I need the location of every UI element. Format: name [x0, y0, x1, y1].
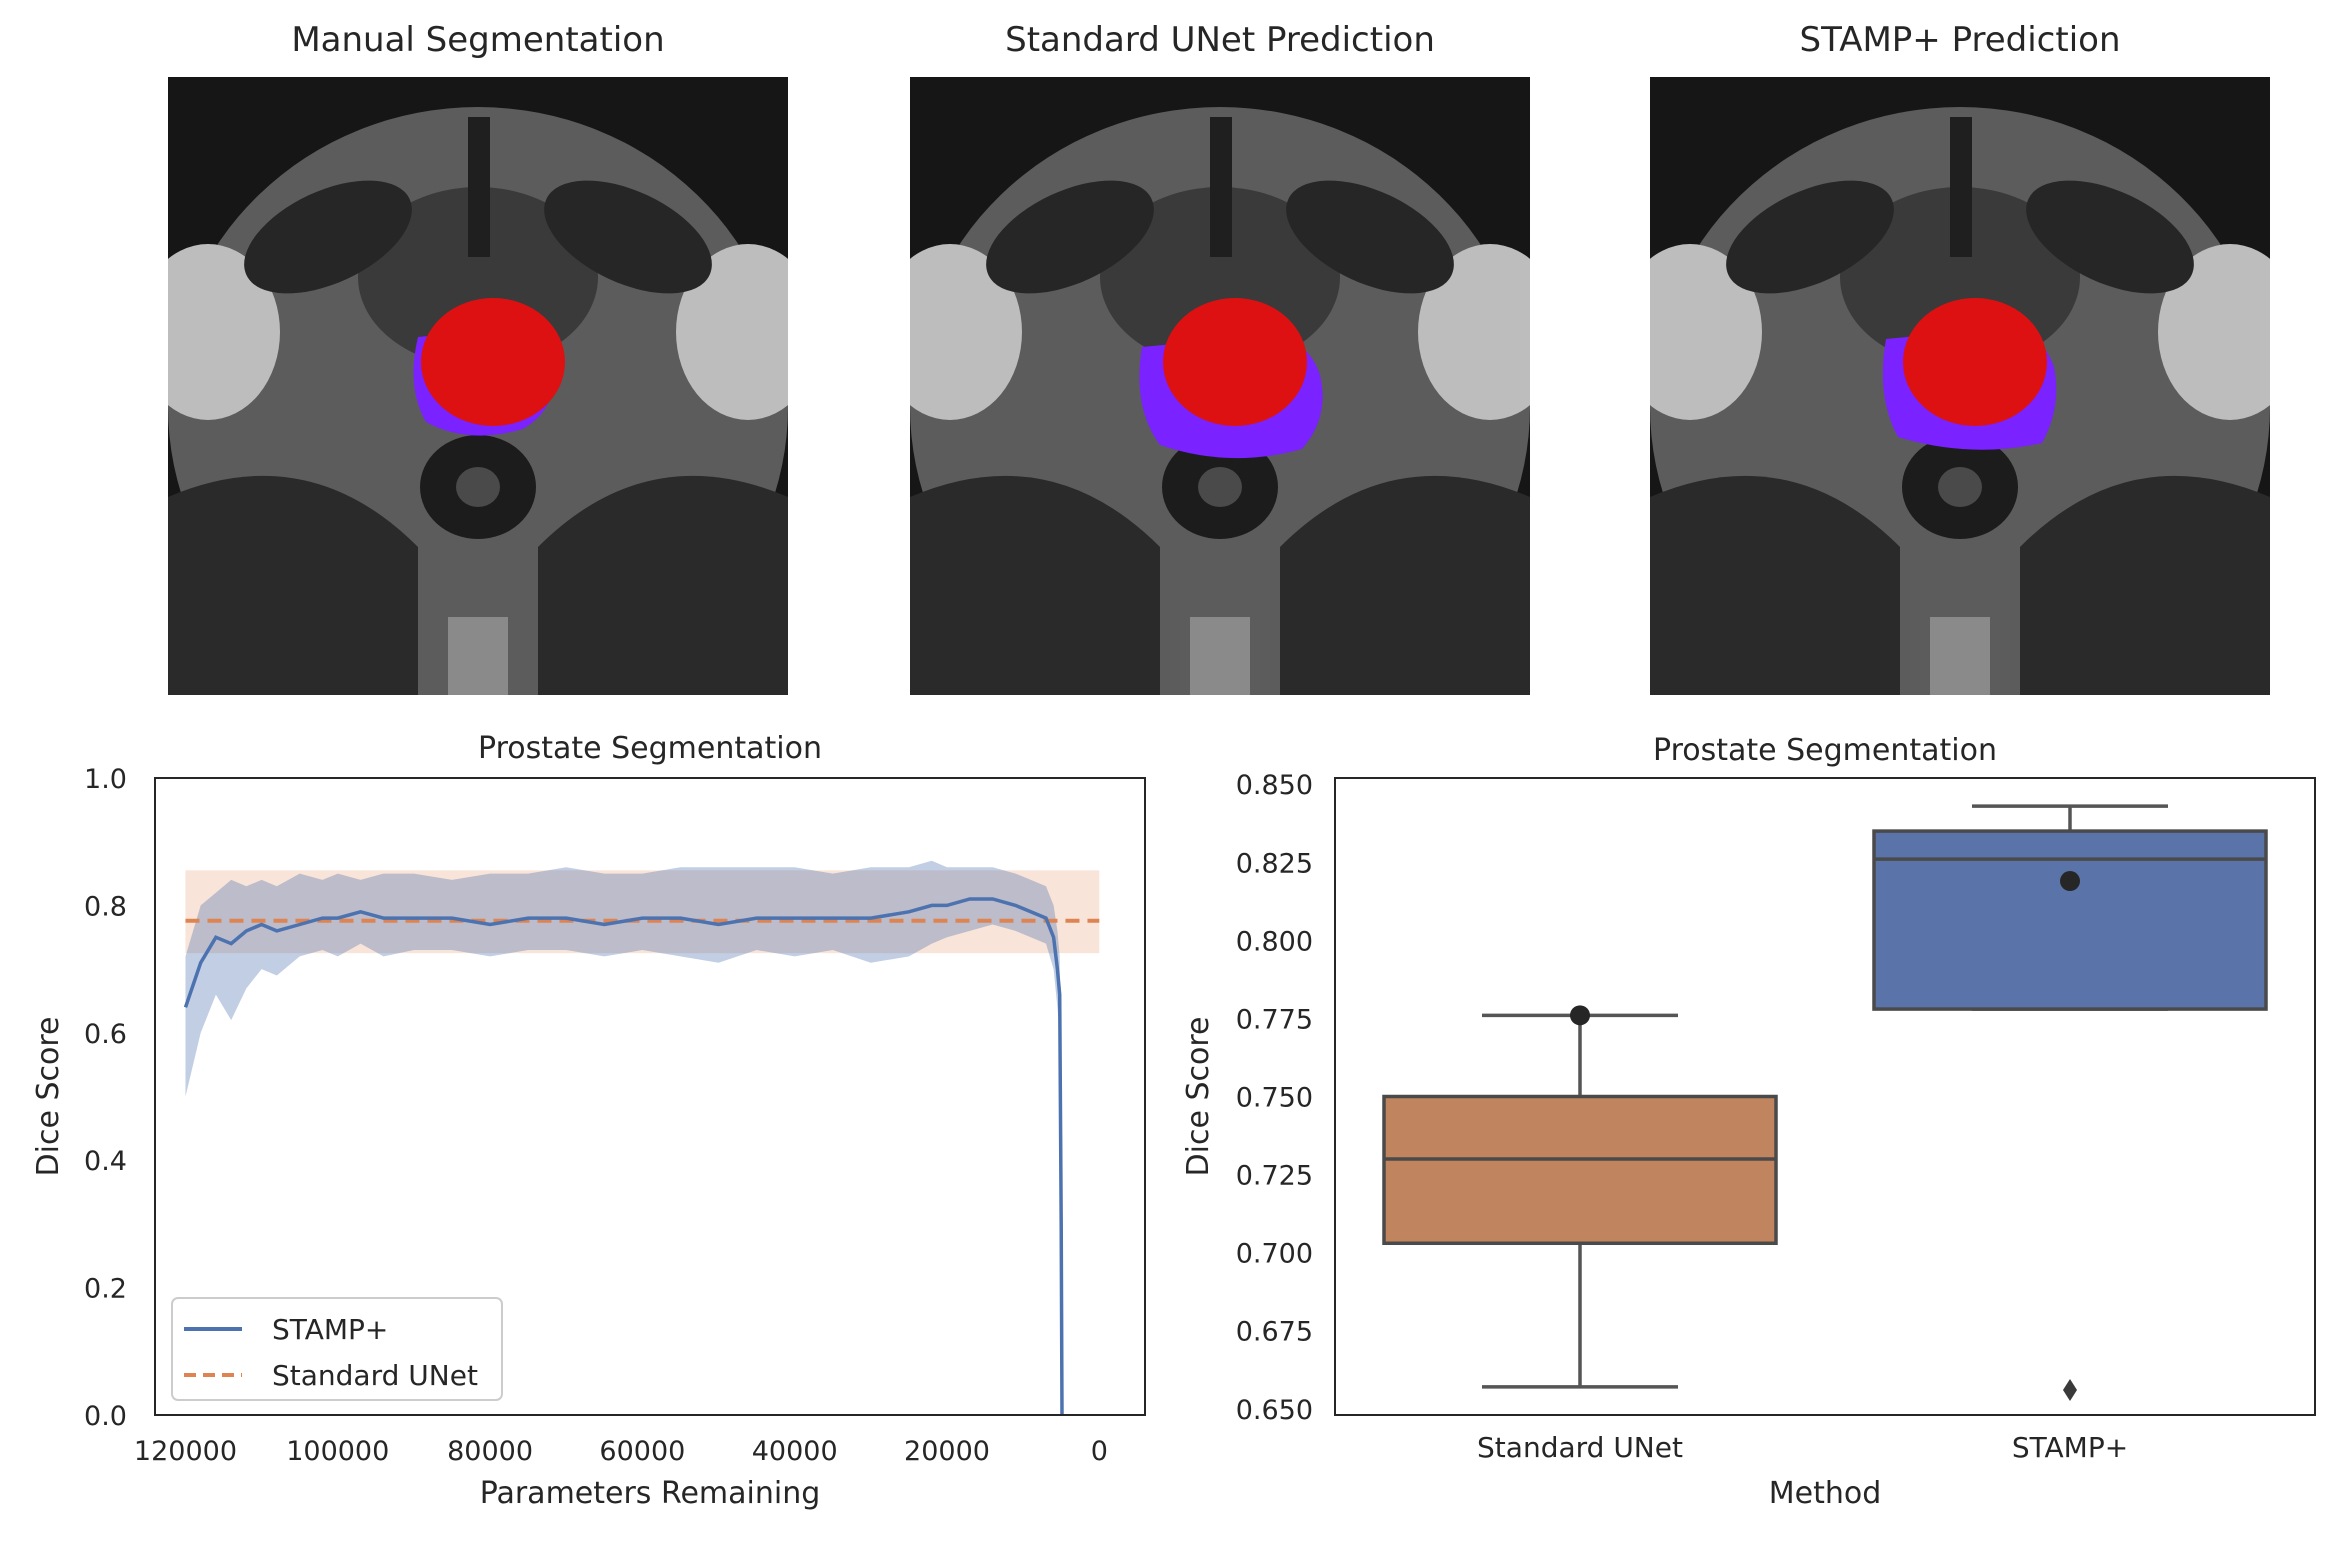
line-chart-ylabel: Dice Score — [31, 1017, 66, 1177]
right-gluteal-muscle — [2020, 475, 2270, 695]
rectum-lumen — [456, 467, 500, 507]
x-tick-label: 40000 — [752, 1436, 838, 1467]
coccyx — [448, 617, 508, 695]
y-tick-label: 0.2 — [84, 1274, 127, 1305]
left-gluteal-muscle — [910, 475, 1160, 695]
stamp-confidence-band — [185, 860, 1062, 1415]
y-tick-label: 1.0 — [84, 764, 127, 795]
coccyx — [1930, 617, 1990, 695]
line-chart-legend — [171, 1297, 503, 1401]
box-chart-ylabel: Dice Score — [1181, 1017, 1216, 1177]
box-chart-title: Prostate Segmentation — [1653, 733, 1997, 768]
right-muscle — [2026, 180, 2194, 294]
x-tick-label: 20000 — [904, 1436, 990, 1467]
x-tick-label: 120000 — [134, 1436, 237, 1467]
box-y-tick-label: 0.650 — [1236, 1395, 1313, 1426]
box-y-tick-label: 0.700 — [1236, 1239, 1313, 1270]
box-y-tick-label: 0.800 — [1236, 926, 1313, 957]
segmentation-prostate-region — [1163, 298, 1307, 426]
y-tick-label: 0.6 — [84, 1019, 127, 1050]
box-mean-marker — [2060, 871, 2080, 892]
mri-panel-title-manual: Manual Segmentation — [291, 20, 665, 60]
segmentation-prostate-region — [421, 298, 565, 426]
box-y-tick-label: 0.750 — [1236, 1083, 1313, 1114]
right-femoral-head — [2158, 244, 2270, 420]
line-chart: Prostate Segmentation 120000 100000 80000 60… — [31, 731, 1146, 1511]
rectum-lumen — [1938, 467, 1982, 507]
mri-panel-title-stamp: STAMP+ Prediction — [1799, 20, 2121, 60]
box-outlier-marker — [2063, 1379, 2077, 1402]
left-muscle — [244, 180, 412, 294]
right-femoral-head — [1418, 244, 1530, 420]
left-femoral-head — [1650, 244, 1762, 420]
mri-image-stamp — [1650, 77, 2270, 695]
line-chart-title: Prostate Segmentation — [478, 731, 822, 766]
rectum-lumen — [1198, 467, 1242, 507]
right-gluteal-muscle — [538, 475, 788, 695]
box-category-label: STAMP+ — [2012, 1431, 2128, 1464]
box-chart: Prostate Segmentation Standard UNet STAMP+… — [1181, 733, 2316, 1511]
midline-structure — [468, 117, 490, 257]
right-muscle — [1286, 180, 1454, 294]
box-y-tick-label: 0.675 — [1236, 1317, 1313, 1348]
mri-image-manual — [168, 77, 788, 695]
x-tick-label: 0 — [1091, 1436, 1108, 1467]
right-femoral-head — [676, 244, 788, 420]
box-mean-marker — [1570, 1005, 1590, 1026]
left-muscle — [986, 180, 1154, 294]
left-muscle — [1726, 180, 1894, 294]
midline-structure — [1210, 117, 1232, 257]
box-y-tick-label: 0.775 — [1236, 1004, 1313, 1035]
x-tick-label: 80000 — [447, 1436, 533, 1467]
coccyx — [1190, 617, 1250, 695]
x-tick-label: 100000 — [286, 1436, 389, 1467]
box-chart-xlabel: Method — [1769, 1476, 1882, 1511]
x-tick-label: 60000 — [599, 1436, 685, 1467]
box-y-tick-label: 0.825 — [1236, 848, 1313, 879]
box-iqr — [1382, 1094, 1778, 1246]
right-gluteal-muscle — [1280, 475, 1530, 695]
left-femoral-head — [168, 244, 280, 420]
y-tick-label: 0.8 — [84, 891, 127, 922]
segmentation-prostate-region — [1903, 298, 2047, 426]
box-y-tick-label: 0.850 — [1236, 770, 1313, 801]
unet-confidence-band — [185, 870, 1100, 954]
stamp-series-line — [183, 897, 1064, 1416]
legend-stamp-label: STAMP+ — [272, 1313, 388, 1346]
midline-structure — [1950, 117, 1972, 257]
line-chart-frame — [154, 777, 1146, 1416]
left-gluteal-muscle — [168, 475, 418, 695]
box-chart-frame — [1334, 777, 2316, 1416]
box-category-label: Standard UNet — [1477, 1431, 1683, 1464]
y-tick-label: 0.4 — [84, 1146, 127, 1177]
mri-panel-title-unet: Standard UNet Prediction — [1005, 20, 1435, 60]
box-y-tick-label: 0.725 — [1236, 1161, 1313, 1192]
left-gluteal-muscle — [1650, 475, 1900, 695]
line-chart-xlabel: Parameters Remaining — [480, 1476, 821, 1511]
mri-image-unet — [910, 77, 1530, 695]
left-femoral-head — [910, 244, 1022, 420]
legend-unet-label: Standard UNet — [272, 1359, 478, 1392]
right-muscle — [544, 180, 712, 294]
y-tick-label: 0.0 — [84, 1401, 127, 1432]
